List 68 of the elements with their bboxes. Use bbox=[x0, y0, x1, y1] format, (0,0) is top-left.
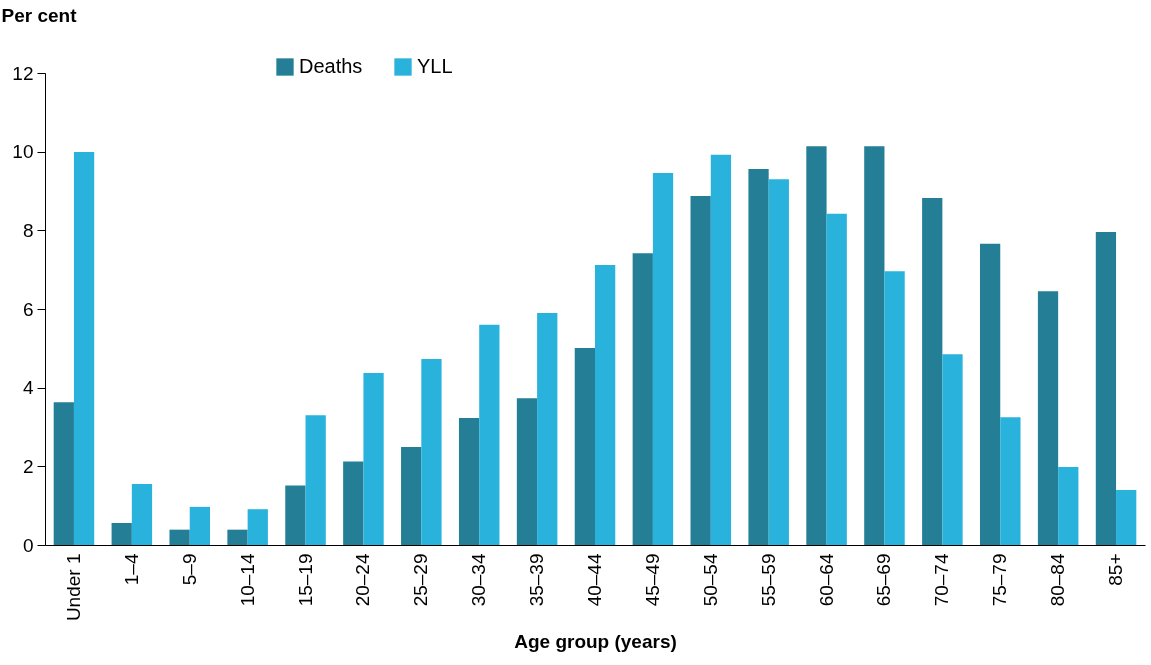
x-tick-label: 50–54 bbox=[699, 553, 721, 607]
bar bbox=[401, 447, 422, 545]
legend-label: Deaths bbox=[299, 55, 363, 77]
x-tick-label: 65–69 bbox=[873, 553, 895, 607]
bar bbox=[690, 196, 711, 545]
bar bbox=[652, 172, 674, 545]
bar bbox=[1116, 489, 1137, 545]
x-tick-label: 20–24 bbox=[352, 553, 374, 607]
x-tick-label: Under 1 bbox=[62, 553, 84, 622]
bar bbox=[516, 398, 538, 545]
x-tick-label: 30–34 bbox=[468, 553, 490, 607]
x-tick-label: 15–19 bbox=[294, 553, 316, 607]
bar bbox=[421, 358, 442, 545]
bar bbox=[632, 253, 653, 545]
y-tick-label: 8 bbox=[22, 219, 34, 241]
x-axis-title: Age group (years) bbox=[514, 631, 677, 653]
x-tick-label: 70–74 bbox=[931, 553, 953, 607]
bar bbox=[1037, 291, 1059, 545]
bar bbox=[131, 484, 153, 545]
x-tick-label: 40–44 bbox=[584, 553, 605, 607]
bar bbox=[980, 243, 1001, 545]
bar bbox=[710, 154, 732, 545]
bar bbox=[537, 312, 558, 545]
x-tick-label: 60–64 bbox=[815, 553, 837, 607]
bar bbox=[884, 271, 905, 545]
bar bbox=[363, 373, 384, 545]
x-tick-label: 55–59 bbox=[757, 553, 779, 607]
y-tick-label: 10 bbox=[12, 141, 34, 163]
y-tick-label: 0 bbox=[22, 534, 34, 556]
x-tick-label: 25–29 bbox=[410, 553, 432, 607]
y-tick-label: 6 bbox=[22, 298, 34, 320]
bar bbox=[169, 529, 190, 545]
y-tick-label: 2 bbox=[22, 455, 34, 477]
bar bbox=[864, 146, 885, 545]
bar bbox=[458, 417, 480, 545]
bar bbox=[189, 506, 210, 545]
bar bbox=[942, 354, 963, 545]
bar bbox=[343, 461, 364, 545]
x-tick-label: 45–49 bbox=[641, 553, 663, 607]
bar bbox=[227, 529, 248, 545]
bar bbox=[53, 402, 74, 545]
bar bbox=[1095, 231, 1117, 545]
bar bbox=[922, 198, 943, 545]
bar bbox=[479, 324, 500, 545]
bar bbox=[1000, 417, 1021, 545]
bar bbox=[247, 509, 268, 545]
bar bbox=[285, 485, 306, 545]
bar bbox=[768, 179, 789, 545]
y-tick-label: 12 bbox=[12, 62, 34, 84]
x-tick-label: 35–39 bbox=[526, 553, 548, 607]
y-axis-title: Per cent bbox=[1, 4, 78, 26]
x-tick-label: 5–9 bbox=[178, 553, 200, 586]
x-tick-label: 85+ bbox=[1105, 553, 1127, 586]
bar bbox=[826, 213, 847, 545]
bar bbox=[1058, 467, 1079, 545]
legend-label: YLL bbox=[417, 55, 453, 77]
bar bbox=[748, 168, 769, 545]
y-tick-label: 4 bbox=[22, 377, 34, 399]
bar bbox=[73, 152, 95, 545]
bar bbox=[595, 264, 616, 545]
x-tick-label: 10–14 bbox=[236, 553, 258, 607]
bar bbox=[574, 347, 595, 545]
x-tick-label: 75–79 bbox=[989, 553, 1011, 607]
bar bbox=[806, 146, 827, 545]
bar bbox=[305, 415, 326, 545]
x-tick-label: 1–4 bbox=[120, 553, 142, 586]
x-tick-label: 80–84 bbox=[1047, 553, 1069, 607]
bar bbox=[111, 522, 132, 545]
